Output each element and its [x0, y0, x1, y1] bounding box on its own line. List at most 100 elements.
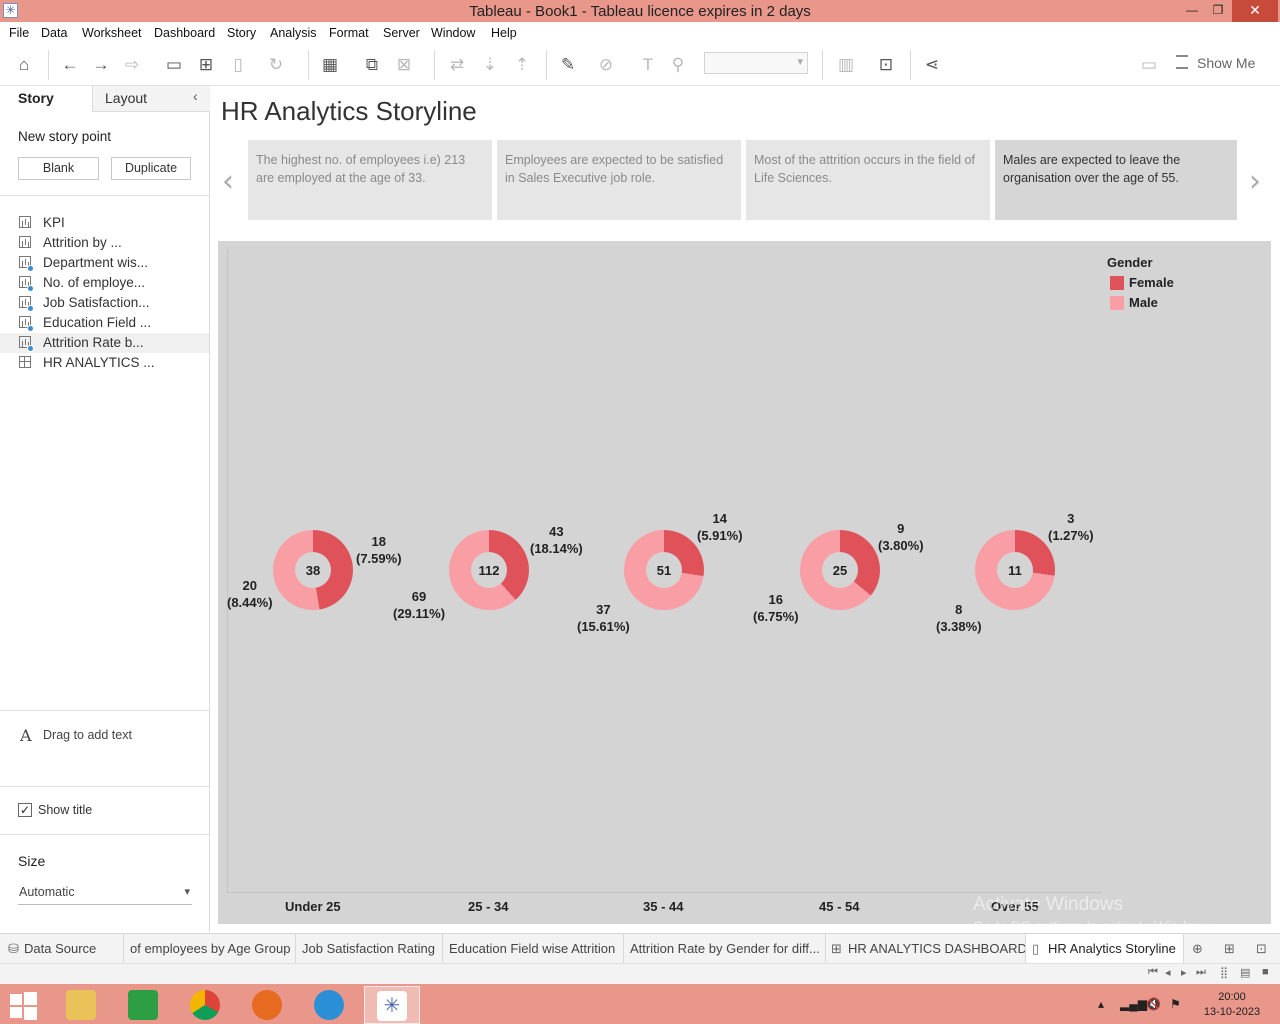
duplicate-sheet-icon[interactable]: ⧉	[365, 55, 379, 74]
tableau-task[interactable]: ✳	[364, 986, 420, 1024]
maximize-button[interactable]: ❐	[1212, 3, 1224, 17]
text-object-icon[interactable]: A	[20, 726, 32, 745]
new-worksheet-icon[interactable]: ▦	[321, 55, 339, 74]
story-point-caption-2[interactable]: Employees are expected to be satisfied i…	[497, 140, 743, 220]
menu-help[interactable]: Help	[491, 26, 517, 40]
next-story-point-arrow[interactable]: ›	[1249, 164, 1261, 199]
tab-employees-by-age-group[interactable]: of employees by Age Group	[124, 934, 296, 964]
story-point-caption-1[interactable]: The highest no. of employees i.e) 213 ar…	[248, 140, 494, 220]
group-members-icon[interactable]: ⊘	[598, 55, 614, 74]
next-sheet-icon[interactable]: ▸	[1181, 967, 1187, 979]
show-tabs-icon[interactable]: ■	[1262, 966, 1269, 978]
start-button[interactable]	[0, 986, 46, 1024]
show-title-checkbox[interactable]: ✓	[18, 803, 32, 817]
story-point-caption-3[interactable]: Most of the attrition occurs in the fiel…	[746, 140, 992, 220]
show-filmstrip-icon[interactable]: ▤	[1240, 967, 1251, 979]
show-sheet-sorter-icon[interactable]: ⣿	[1220, 967, 1229, 979]
first-sheet-icon[interactable]: ⏮	[1148, 966, 1158, 978]
donut-2[interactable]: 112	[449, 530, 529, 610]
menu-data[interactable]: Data	[41, 26, 68, 40]
donut-4[interactable]: 25	[800, 530, 880, 610]
tab-story[interactable]: Story	[18, 90, 54, 106]
action-center-flag-icon[interactable]: ⚑	[1170, 997, 1181, 1011]
tab-hr-analytics-storyline[interactable]: HR Analytics Storyline	[1026, 934, 1184, 964]
show-mark-labels-icon[interactable]: T	[642, 55, 654, 74]
new-worksheet-tab-icon[interactable]: ⊕	[1192, 941, 1203, 956]
file-explorer-task[interactable]	[58, 986, 104, 1024]
chrome-task[interactable]	[182, 986, 228, 1024]
network-icon[interactable]: ▂▄▆	[1120, 997, 1147, 1011]
sheet-item-hr-dashboard[interactable]: HR ANALYTICS ...	[0, 353, 209, 373]
close-button[interactable]: ✕	[1232, 0, 1278, 22]
show-cards-icon[interactable]: ▥	[837, 55, 855, 74]
tab-attrition-rate-by-gender[interactable]: Attrition Rate by Gender for diff...	[624, 934, 826, 964]
sheet-item-kpi[interactable]: KPI	[0, 213, 209, 233]
tooltip-icon[interactable]: ▭	[1140, 55, 1158, 74]
menu-story[interactable]: Story	[227, 26, 257, 40]
previous-story-point-arrow[interactable]: ‹	[222, 164, 234, 199]
story-point-caption-4[interactable]: Males are expected to leave the organisa…	[995, 140, 1239, 220]
replay-icon[interactable]: ⇨	[124, 55, 140, 74]
highlight-icon[interactable]: ✎	[560, 55, 576, 74]
new-story-tab-icon[interactable]: ⊡	[1256, 941, 1267, 956]
tab-job-satisfaction-rating[interactable]: Job Satisfaction Rating	[296, 934, 443, 964]
tab-layout[interactable]: Layout ‹	[92, 86, 210, 112]
drag-to-add-text[interactable]: Drag to add text	[43, 728, 132, 742]
sheet-item-department[interactable]: Department wis...	[0, 253, 209, 273]
menu-analysis[interactable]: Analysis	[270, 26, 317, 40]
legend-label-male[interactable]: Male	[1129, 295, 1158, 310]
sheet-item-education-field[interactable]: Education Field ...	[0, 313, 209, 333]
pause-updates-icon[interactable]: ▯	[233, 55, 243, 74]
donut-3[interactable]: 51	[624, 530, 704, 610]
fix-axes-icon[interactable]: ⚲	[671, 55, 685, 74]
menu-server[interactable]: Server	[383, 26, 420, 40]
duplicate-button[interactable]: Duplicate	[111, 157, 191, 180]
home-icon[interactable]: ⌂	[18, 55, 30, 74]
system-clock[interactable]: 20:00 13-10-2023	[1200, 990, 1264, 1020]
legend-swatch-female[interactable]	[1110, 276, 1124, 290]
collapse-pane-icon[interactable]: ‹	[193, 88, 198, 104]
share-icon[interactable]: ⋖	[924, 55, 940, 74]
legend-label-female[interactable]: Female	[1129, 275, 1174, 290]
menu-worksheet[interactable]: Worksheet	[82, 26, 142, 40]
firefox-task[interactable]	[244, 986, 290, 1024]
sheet-item-attrition-rate[interactable]: Attrition Rate b...	[0, 333, 209, 353]
minimize-button[interactable]: —	[1186, 3, 1198, 17]
sort-ascending-icon[interactable]: ⇣	[482, 55, 498, 74]
volume-muted-icon[interactable]: 🔇	[1146, 997, 1161, 1011]
show-title-label[interactable]: Show title	[38, 803, 93, 817]
prev-sheet-icon[interactable]: ◂	[1165, 967, 1171, 979]
tab-hr-analytics-dashboard[interactable]: HR ANALYTICS DASHBOARD	[826, 934, 1026, 964]
donut-5[interactable]: 11	[975, 530, 1055, 610]
menu-dashboard[interactable]: Dashboard	[154, 26, 216, 40]
internet-explorer-task[interactable]	[306, 986, 352, 1024]
new-data-source-icon[interactable]: ⊞	[198, 55, 214, 74]
tableau-app-icon[interactable]: ✳	[3, 3, 18, 18]
sheet-item-job-satisfaction[interactable]: Job Satisfaction...	[0, 293, 209, 313]
legend-swatch-male[interactable]	[1110, 296, 1124, 310]
clear-sheet-icon[interactable]: ⊠	[396, 55, 412, 74]
store-task[interactable]	[120, 986, 166, 1024]
show-me-button[interactable]: Show Me	[1197, 55, 1256, 71]
show-me-icon[interactable]	[1176, 55, 1188, 69]
new-dashboard-tab-icon[interactable]: ⊞	[1224, 941, 1235, 956]
undo-icon[interactable]: ←	[61, 55, 79, 74]
redo-icon[interactable]: →	[92, 55, 110, 74]
menu-window[interactable]: Window	[431, 26, 476, 40]
size-dropdown[interactable]: Automatic	[18, 883, 192, 905]
show-hidden-icons[interactable]: ▴	[1098, 997, 1105, 1011]
tab-data-source[interactable]: Data Source	[0, 934, 124, 964]
swap-rows-columns-icon[interactable]: ⇄	[449, 55, 465, 74]
refresh-icon[interactable]: ↻	[268, 55, 284, 74]
menu-file[interactable]: File	[9, 26, 30, 40]
fit-dropdown[interactable]	[704, 52, 808, 74]
presentation-mode-icon[interactable]: ⊡	[878, 55, 894, 74]
tab-education-field-attrition[interactable]: Education Field wise Attrition	[443, 934, 624, 964]
menu-format[interactable]: Format	[329, 26, 369, 40]
sheet-item-employees[interactable]: No. of employe...	[0, 273, 209, 293]
blank-button[interactable]: Blank	[18, 157, 99, 180]
save-icon[interactable]: ▭	[165, 55, 183, 74]
last-sheet-icon[interactable]: ⏭	[1196, 966, 1206, 978]
sort-descending-icon[interactable]: ⇡	[514, 55, 530, 74]
sheet-item-attrition[interactable]: Attrition by ...	[0, 233, 209, 253]
